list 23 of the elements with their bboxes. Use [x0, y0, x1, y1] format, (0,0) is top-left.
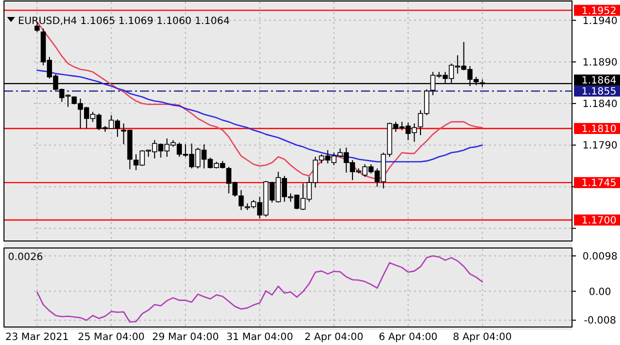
y-tick-label: 1.1840: [582, 99, 618, 110]
candlestick: [238, 190, 244, 211]
y-tick-label: 1.1940: [582, 16, 618, 27]
x-tick-label: 31 Mar 04:00: [226, 332, 294, 343]
y-tick-label: 1.1890: [582, 57, 618, 68]
y-tick-label: 1.1790: [582, 140, 618, 152]
x-tick-label: 29 Mar 04:00: [152, 332, 219, 343]
chart-title: 0.0026: [8, 252, 43, 263]
y-tick-label: 0.00: [588, 286, 612, 298]
y-tick-label: -0.008: [584, 316, 616, 327]
ref-line-label: 1.1855: [582, 86, 616, 98]
ref-line-label: 1.1700: [582, 216, 616, 227]
x-tick-label: 6 Apr 04:00: [378, 332, 438, 343]
y-tick-label: 0.0098: [582, 251, 618, 262]
x-tick-label: 2 Apr 04:00: [304, 332, 364, 343]
x-tick-label: 23 Mar 2021: [5, 332, 69, 343]
ref-line-label: 1.1864: [582, 76, 616, 87]
ref-line-label: 1.1745: [582, 178, 616, 190]
ref-line-label: 1.1810: [582, 124, 616, 135]
x-tick-label: 8 Apr 04:00: [452, 332, 512, 343]
ref-line-label: 1.1952: [582, 6, 616, 17]
x-tick-label: 25 Mar 04:00: [78, 332, 145, 343]
text: EURUSD,H4 1.1065 1.1069 1.1060 1.1064: [18, 16, 230, 27]
